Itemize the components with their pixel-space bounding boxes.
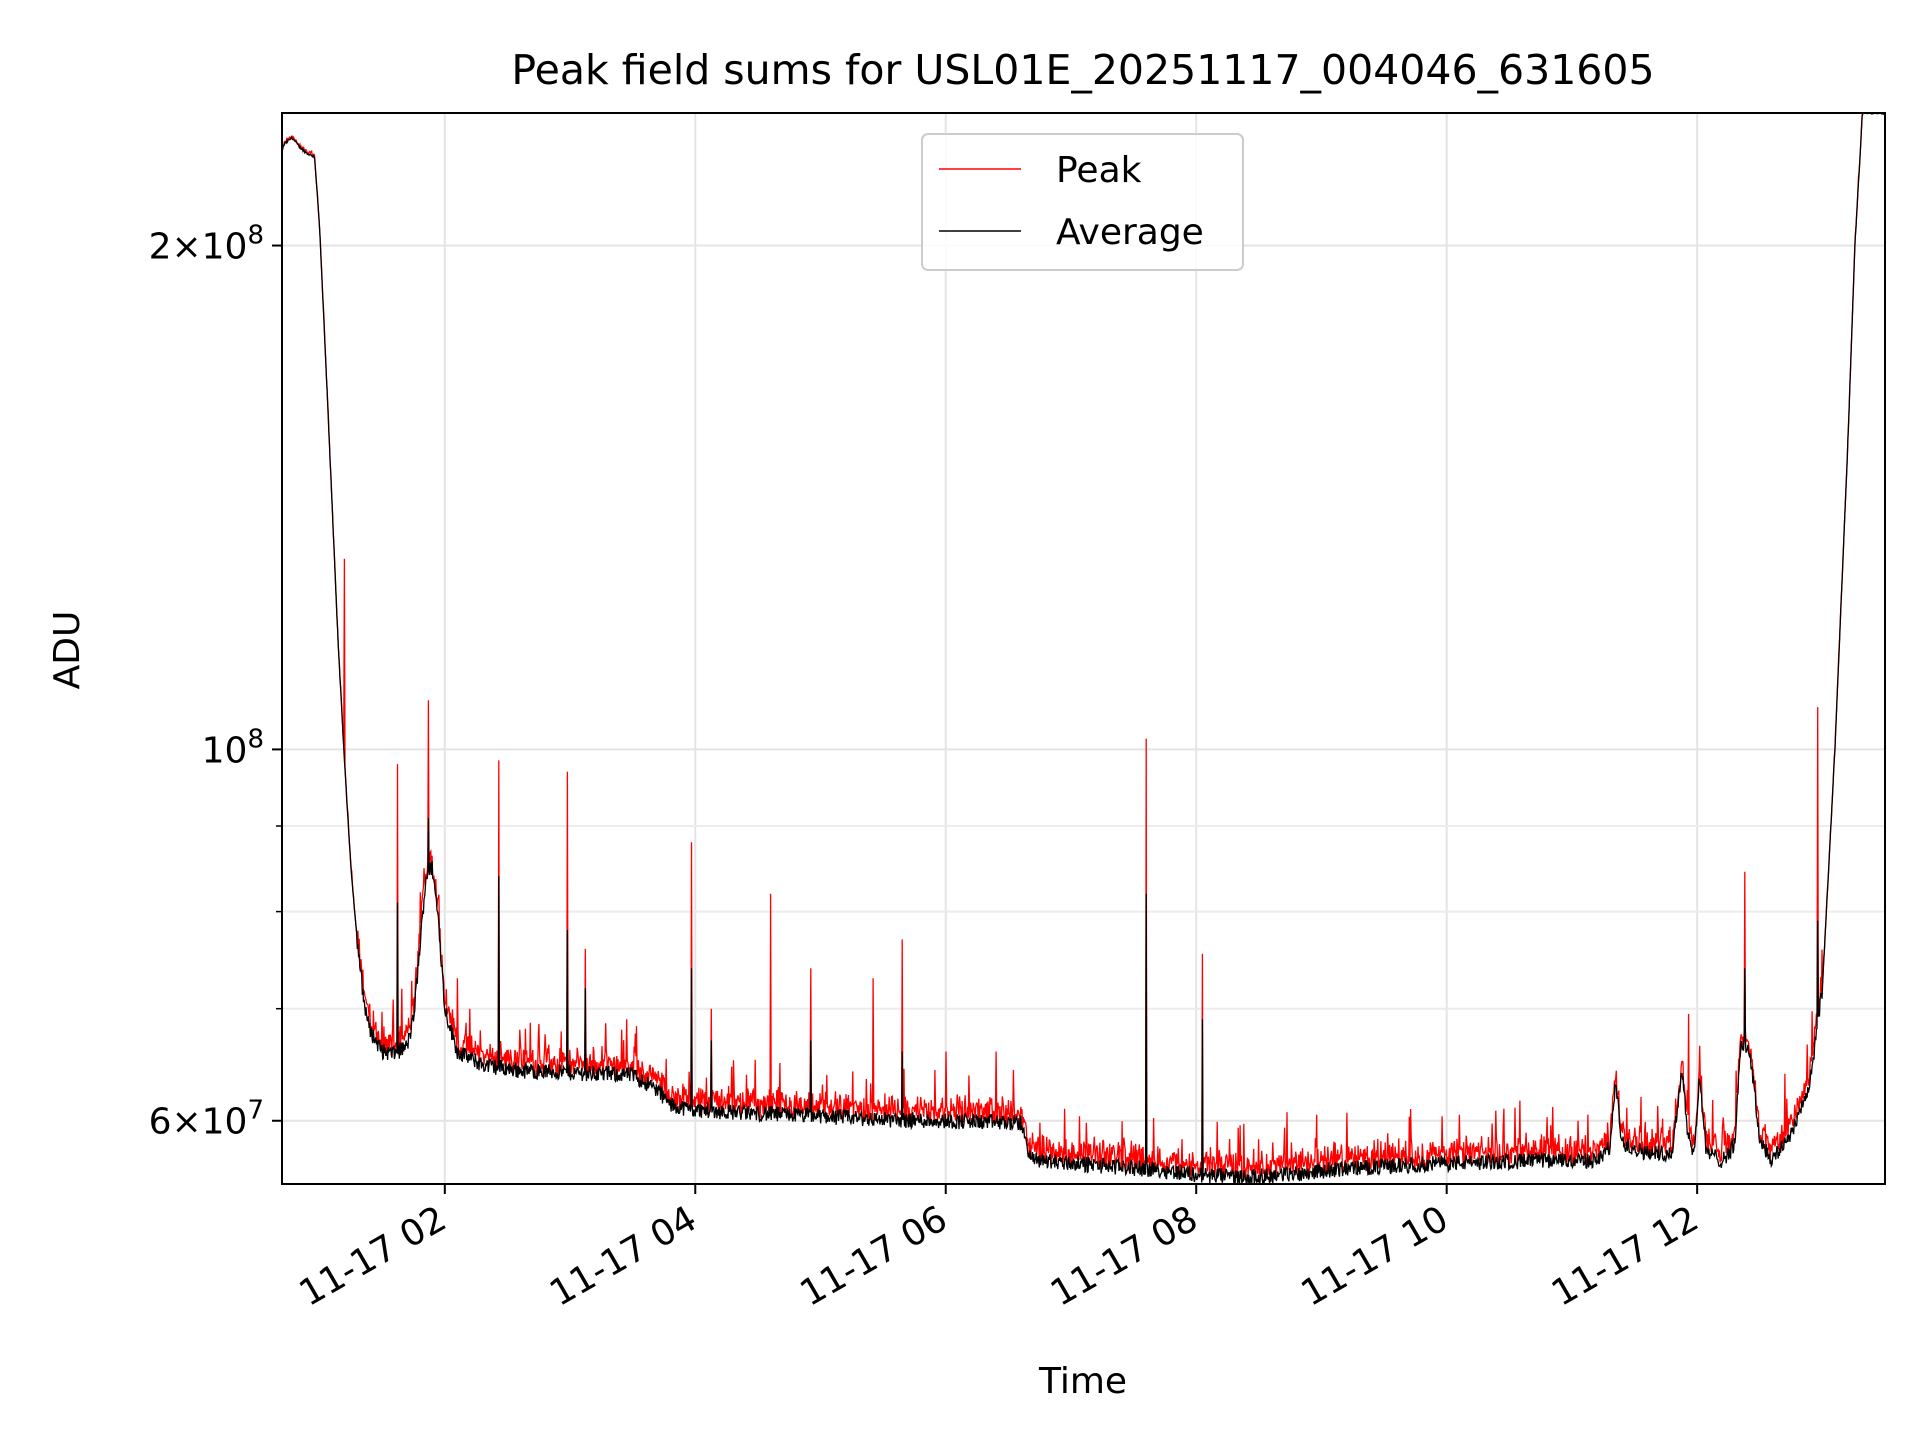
series-peak-line xyxy=(282,113,1885,1183)
legend-peak-label: Peak xyxy=(1056,150,1142,191)
chart-title: Peak field sums for USL01E_20251117_0040… xyxy=(511,46,1654,94)
series-average-line xyxy=(282,113,1885,1184)
grid-lines xyxy=(282,113,1885,1184)
y-tick-label: 6×107 xyxy=(149,1096,264,1143)
legend-frame xyxy=(921,133,1244,271)
legend-average-label: Average xyxy=(1056,212,1204,253)
legend: Peak Average xyxy=(921,133,1244,271)
x-axis-label: Time xyxy=(1038,1361,1127,1402)
y-tick-label: 2×108 xyxy=(149,221,264,268)
y-axis-label: ADU xyxy=(47,611,88,690)
plot-area xyxy=(282,113,1885,1184)
plot-frame xyxy=(281,112,1886,1185)
y-tick-label: 108 xyxy=(202,724,264,771)
y-axis: 6×107 108 2×108 xyxy=(149,221,282,1143)
